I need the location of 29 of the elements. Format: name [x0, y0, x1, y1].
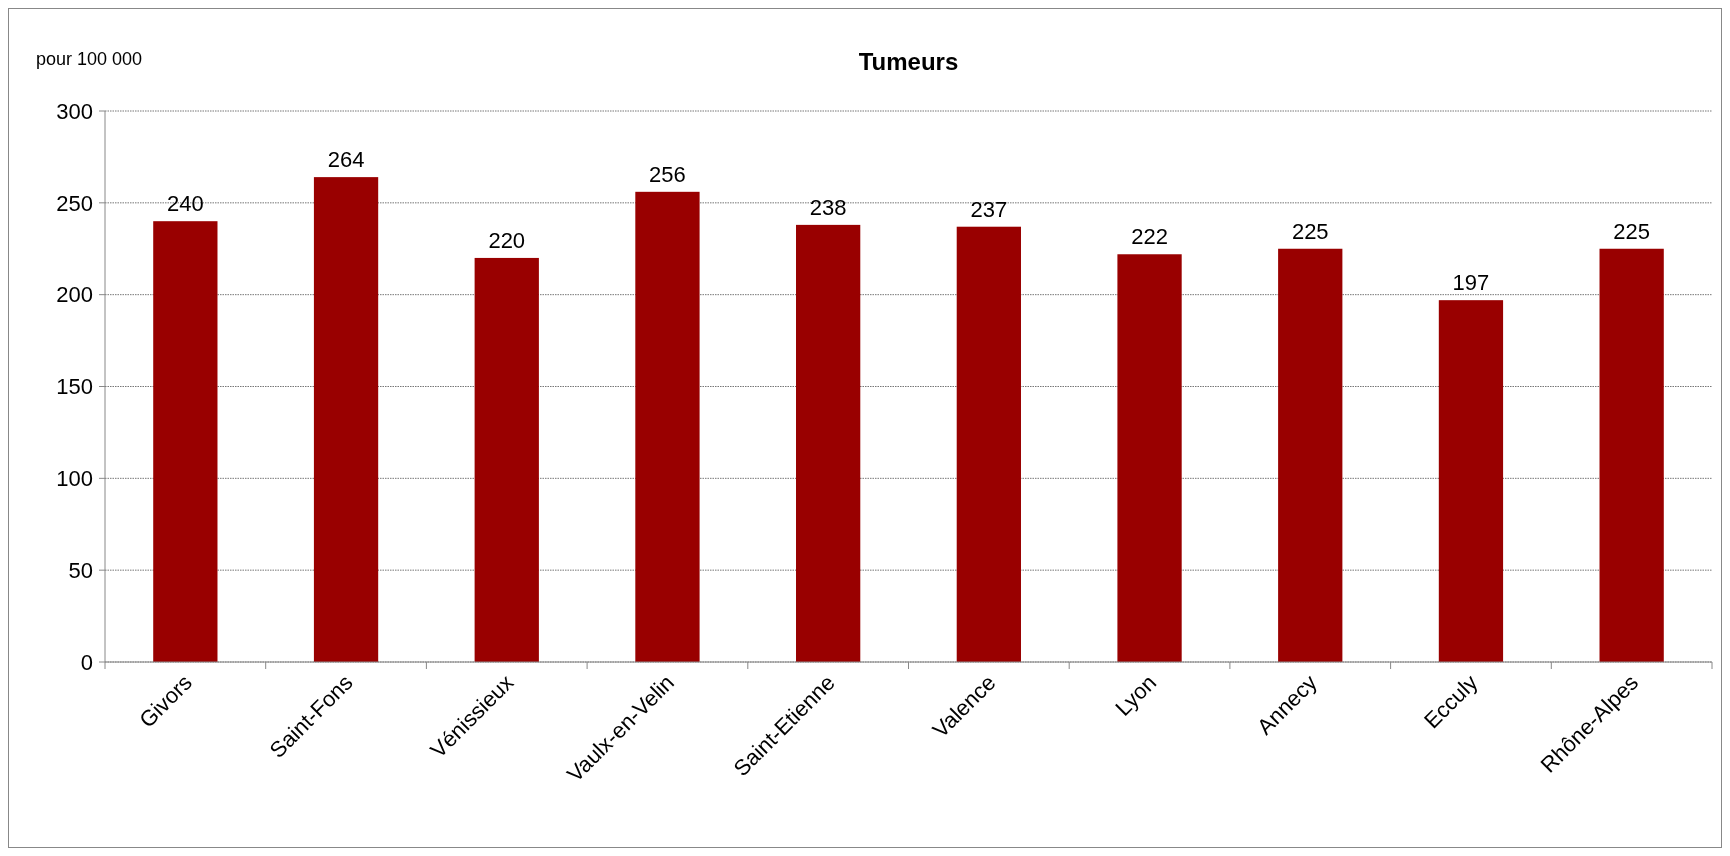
- y-tick-label: 200: [56, 282, 93, 308]
- y-axis-title: pour 100 000: [36, 49, 143, 69]
- bar: [1599, 248, 1664, 662]
- y-tick-label: 150: [56, 374, 93, 400]
- y-tick-label: 50: [68, 557, 93, 583]
- bar: [153, 221, 218, 662]
- data-label: 237: [970, 196, 1008, 222]
- bar: [1438, 300, 1504, 662]
- bar: [474, 257, 539, 662]
- y-tick-label: 250: [56, 190, 93, 216]
- bar: [796, 224, 861, 662]
- y-tick-label: 100: [56, 466, 93, 492]
- data-label: 256: [649, 161, 686, 187]
- data-label: 238: [809, 194, 847, 220]
- bar: [1117, 254, 1182, 662]
- bar: [313, 177, 379, 662]
- bar: [956, 226, 1021, 662]
- data-label: 225: [1613, 218, 1651, 244]
- data-label: 225: [1291, 218, 1329, 244]
- bar: [1278, 248, 1343, 662]
- bar: [635, 191, 700, 662]
- data-label: 220: [488, 227, 526, 253]
- data-label: 197: [1452, 270, 1490, 296]
- data-label: 264: [327, 147, 365, 173]
- chart-title: Tumeurs: [858, 48, 959, 75]
- data-label: 222: [1131, 224, 1168, 250]
- y-tick-label: 0: [80, 649, 93, 675]
- y-tick-label: 300: [56, 98, 93, 124]
- data-label: 240: [166, 191, 204, 217]
